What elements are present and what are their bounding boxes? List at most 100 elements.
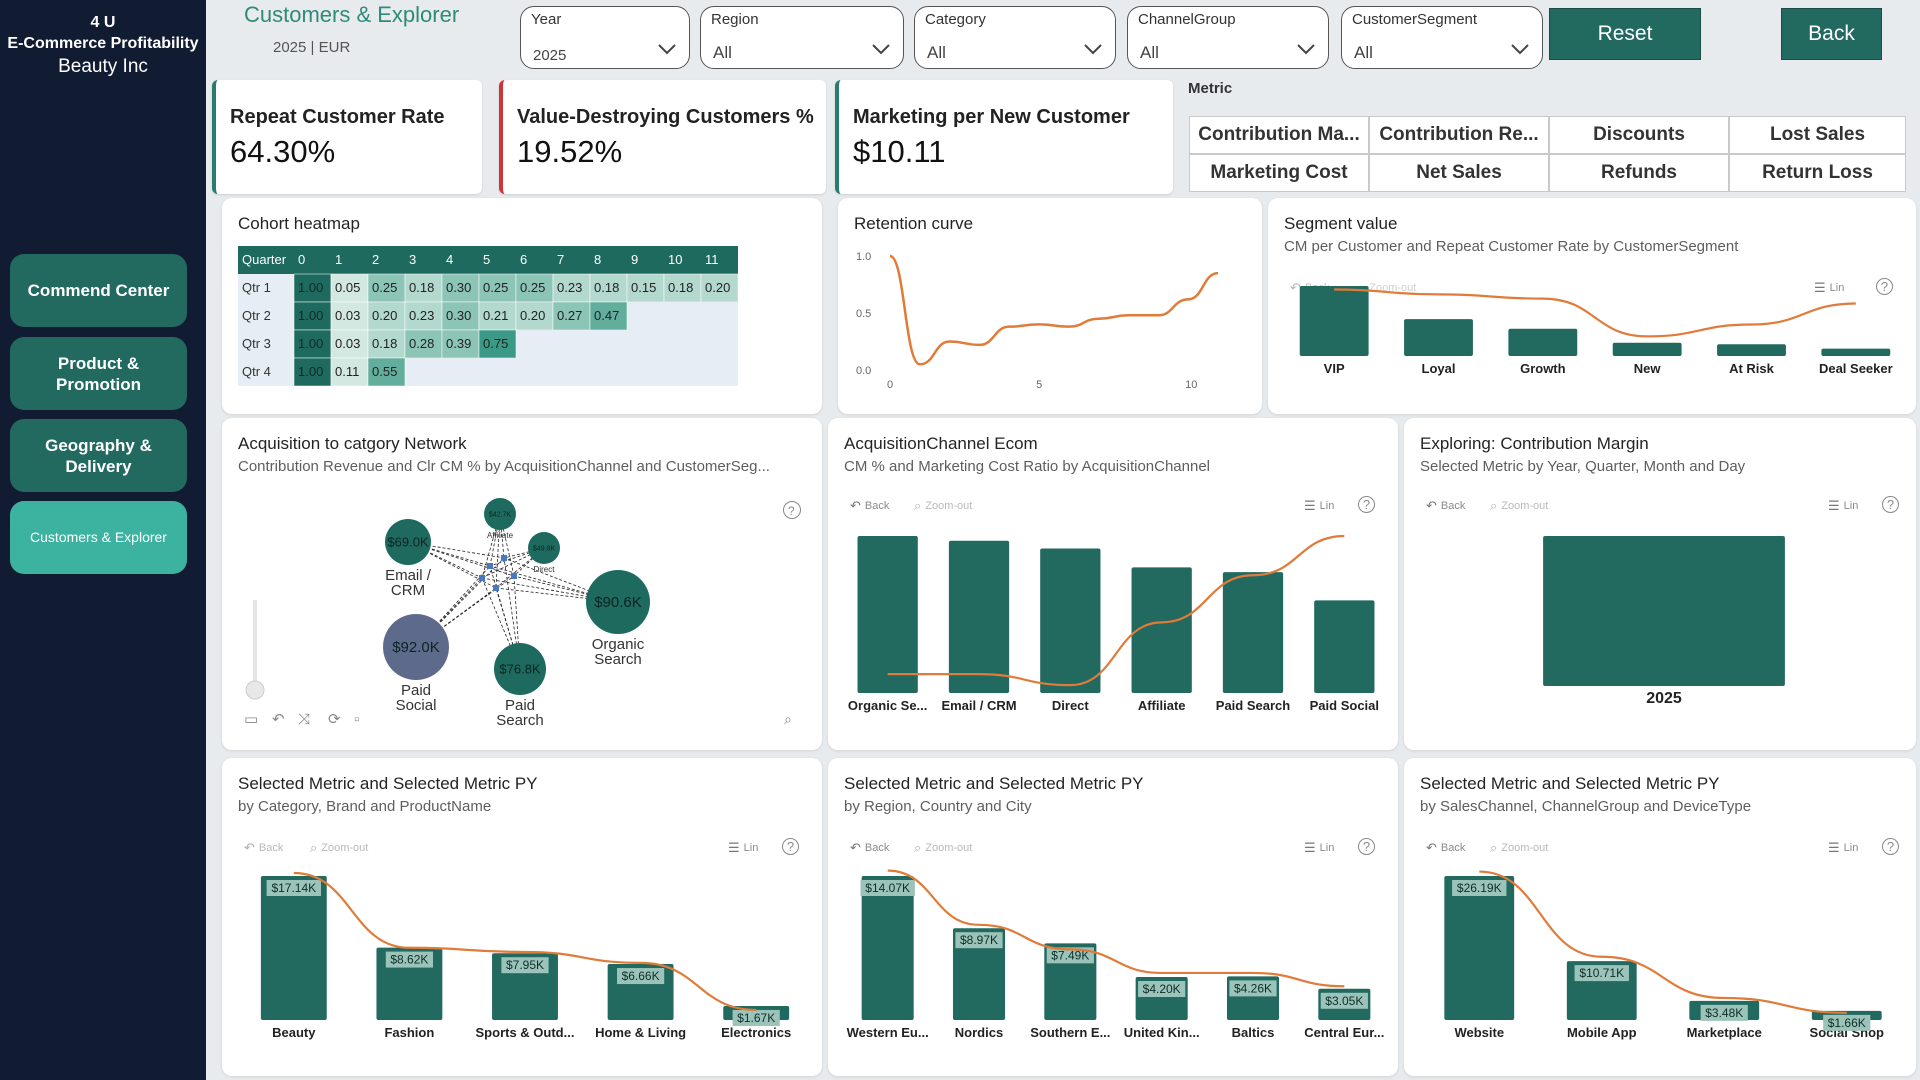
metric-option-discounts[interactable]: Discounts	[1549, 116, 1729, 154]
bar-beauty[interactable]	[260, 876, 327, 1020]
metric-option-net-sales[interactable]: Net Sales	[1369, 154, 1549, 192]
network-hub-node[interactable]	[493, 585, 499, 591]
bar-deal-seeker[interactable]	[1821, 348, 1891, 356]
refresh-icon[interactable]: ⟳	[328, 711, 341, 728]
slicer-category[interactable]: Category All	[914, 6, 1116, 69]
bar-new[interactable]	[1612, 342, 1682, 356]
bar-email-crm[interactable]	[948, 540, 1010, 693]
metric-option-refunds[interactable]: Refunds	[1549, 154, 1729, 192]
zoom-slider-thumb[interactable]	[245, 680, 265, 700]
data-label: $6.66K	[622, 969, 660, 983]
help-icon[interactable]: ?	[782, 838, 799, 855]
network-node-organic-search[interactable]	[586, 570, 650, 634]
back-control[interactable]: ↶Back	[1426, 840, 1465, 856]
cohort-cell	[589, 301, 628, 331]
slicer-customersegment[interactable]: CustomerSegment All	[1341, 6, 1543, 69]
nav-customers-explorer[interactable]: Customers & Explorer	[10, 501, 187, 574]
shuffle-icon[interactable]: ⤨	[298, 711, 310, 728]
network-node-direct[interactable]	[528, 532, 560, 564]
slicer-channelgroup[interactable]: ChannelGroup All	[1127, 6, 1329, 69]
help-icon[interactable]: ?	[1882, 838, 1899, 855]
slicer-value: All	[713, 43, 732, 62]
list-icon: ☰	[1304, 498, 1316, 513]
zoom-slider-track[interactable]	[253, 600, 257, 684]
cohort-cell	[404, 301, 443, 331]
search-icon[interactable]: ⌕	[784, 711, 792, 727]
nav-commend-center[interactable]: Commend Center	[10, 254, 187, 327]
back-control[interactable]: ↶Back	[850, 840, 889, 856]
bar-at-risk[interactable]	[1717, 344, 1786, 356]
metric-option-lost-sales[interactable]: Lost Sales	[1729, 116, 1906, 154]
bar-vip[interactable]	[1299, 286, 1369, 356]
data-label-bg	[1452, 880, 1507, 896]
reset-button[interactable]: Reset	[1549, 8, 1701, 60]
help-icon[interactable]: ?	[1358, 838, 1375, 855]
metric-option-return-loss[interactable]: Return Loss	[1729, 154, 1906, 192]
zoom-out-control[interactable]: ⌕Zoom-out	[310, 840, 368, 856]
metric-option-contribution-ma[interactable]: Contribution Ma...	[1189, 116, 1369, 154]
retention-chart: 1.0 0.5 0.0 0 5 10	[856, 251, 1219, 391]
category-label: Baltics	[1232, 1025, 1275, 1040]
cohort-col-header: 2	[372, 252, 379, 267]
network-node-paid-social[interactable]	[383, 614, 449, 680]
category-label: Sports & Outd...	[476, 1025, 575, 1040]
back-control[interactable]: ↶Back	[244, 840, 283, 856]
nav-geography-delivery[interactable]: Geography & Delivery	[10, 419, 187, 492]
bar-nordics[interactable]	[952, 928, 1006, 1020]
network-hub-node[interactable]	[511, 573, 517, 579]
lin-control[interactable]: ☰ Lin	[1304, 840, 1334, 856]
image-icon[interactable]: ▭	[244, 711, 258, 728]
network-node-paid-search[interactable]	[494, 643, 546, 695]
lin-control[interactable]: ☰ Lin	[728, 840, 758, 856]
help-label: ?	[786, 839, 795, 854]
cohort-cell	[626, 273, 665, 303]
slicer-label: ChannelGroup	[1138, 11, 1236, 28]
network-hub-node[interactable]	[501, 555, 507, 561]
data-label-bg	[1046, 947, 1094, 964]
zoom-out-control[interactable]: ⌕Zoom-out	[1490, 840, 1548, 856]
data-label: $26.19K	[1457, 881, 1502, 895]
lin-control[interactable]: ☰ Lin	[1828, 498, 1858, 514]
list-icon: ☰	[1814, 280, 1826, 295]
bar-paid-social[interactable]	[1314, 600, 1375, 693]
slicer-region[interactable]: Region All	[700, 6, 904, 69]
network-node-affiliate[interactable]	[484, 498, 516, 530]
help-icon[interactable]: ?	[1882, 496, 1899, 513]
help-icon[interactable]: ?	[1876, 278, 1893, 295]
zoom-out-control[interactable]: ⌕Zoom-out	[914, 840, 972, 856]
nav-product-promotion[interactable]: Product & Promotion	[10, 337, 187, 410]
bar-direct[interactable]	[1040, 548, 1101, 693]
undo-icon[interactable]: ↶	[272, 711, 285, 728]
data-label-bg	[732, 1009, 780, 1026]
back-button[interactable]: Back	[1781, 8, 1882, 60]
zoom-out-control[interactable]: ⌕Zoom-out	[1490, 498, 1548, 514]
select-icon[interactable]: ▫	[354, 711, 359, 728]
help-icon[interactable]: ?	[1358, 496, 1375, 513]
slicer-year[interactable]: Year 2025	[520, 6, 690, 69]
metric-option-contribution-re[interactable]: Contribution Re...	[1369, 116, 1549, 154]
cohort-cell	[293, 273, 332, 303]
network-node-value: $49.8K	[533, 545, 556, 552]
lin-control[interactable]: ☰ Lin	[1828, 840, 1858, 856]
lin-control[interactable]: ☰ Lin	[1304, 498, 1334, 514]
metric-option-marketing-cost[interactable]: Marketing Cost	[1189, 154, 1369, 192]
zoom-out-control[interactable]: ⌕Zoom-out	[914, 498, 972, 514]
bar-2025[interactable]	[1543, 536, 1785, 686]
network-hub-node[interactable]	[487, 563, 493, 569]
lin-control[interactable]: ☰ Lin	[1814, 280, 1844, 296]
bar-affiliate[interactable]	[1131, 567, 1192, 693]
back-control[interactable]: ↶Back	[1426, 498, 1465, 514]
bar-organic-se[interactable]	[857, 536, 918, 693]
help-icon[interactable]	[783, 501, 801, 519]
bar-website[interactable]	[1444, 876, 1515, 1020]
bar-western-eu[interactable]	[861, 876, 914, 1020]
bar-loyal[interactable]	[1404, 319, 1473, 356]
network-hub-node[interactable]	[479, 575, 485, 581]
bar-paid-search[interactable]	[1222, 572, 1284, 693]
cohort-col-header: 8	[594, 252, 601, 267]
bar-growth[interactable]	[1508, 328, 1578, 356]
cohort-header-label: Quarter	[242, 252, 287, 267]
network-node-email-crm[interactable]	[385, 519, 431, 565]
back-control[interactable]: ↶Back	[850, 498, 889, 514]
kpi-marketing-per-new-customer: Marketing per New Customer $10.11	[835, 80, 1173, 194]
